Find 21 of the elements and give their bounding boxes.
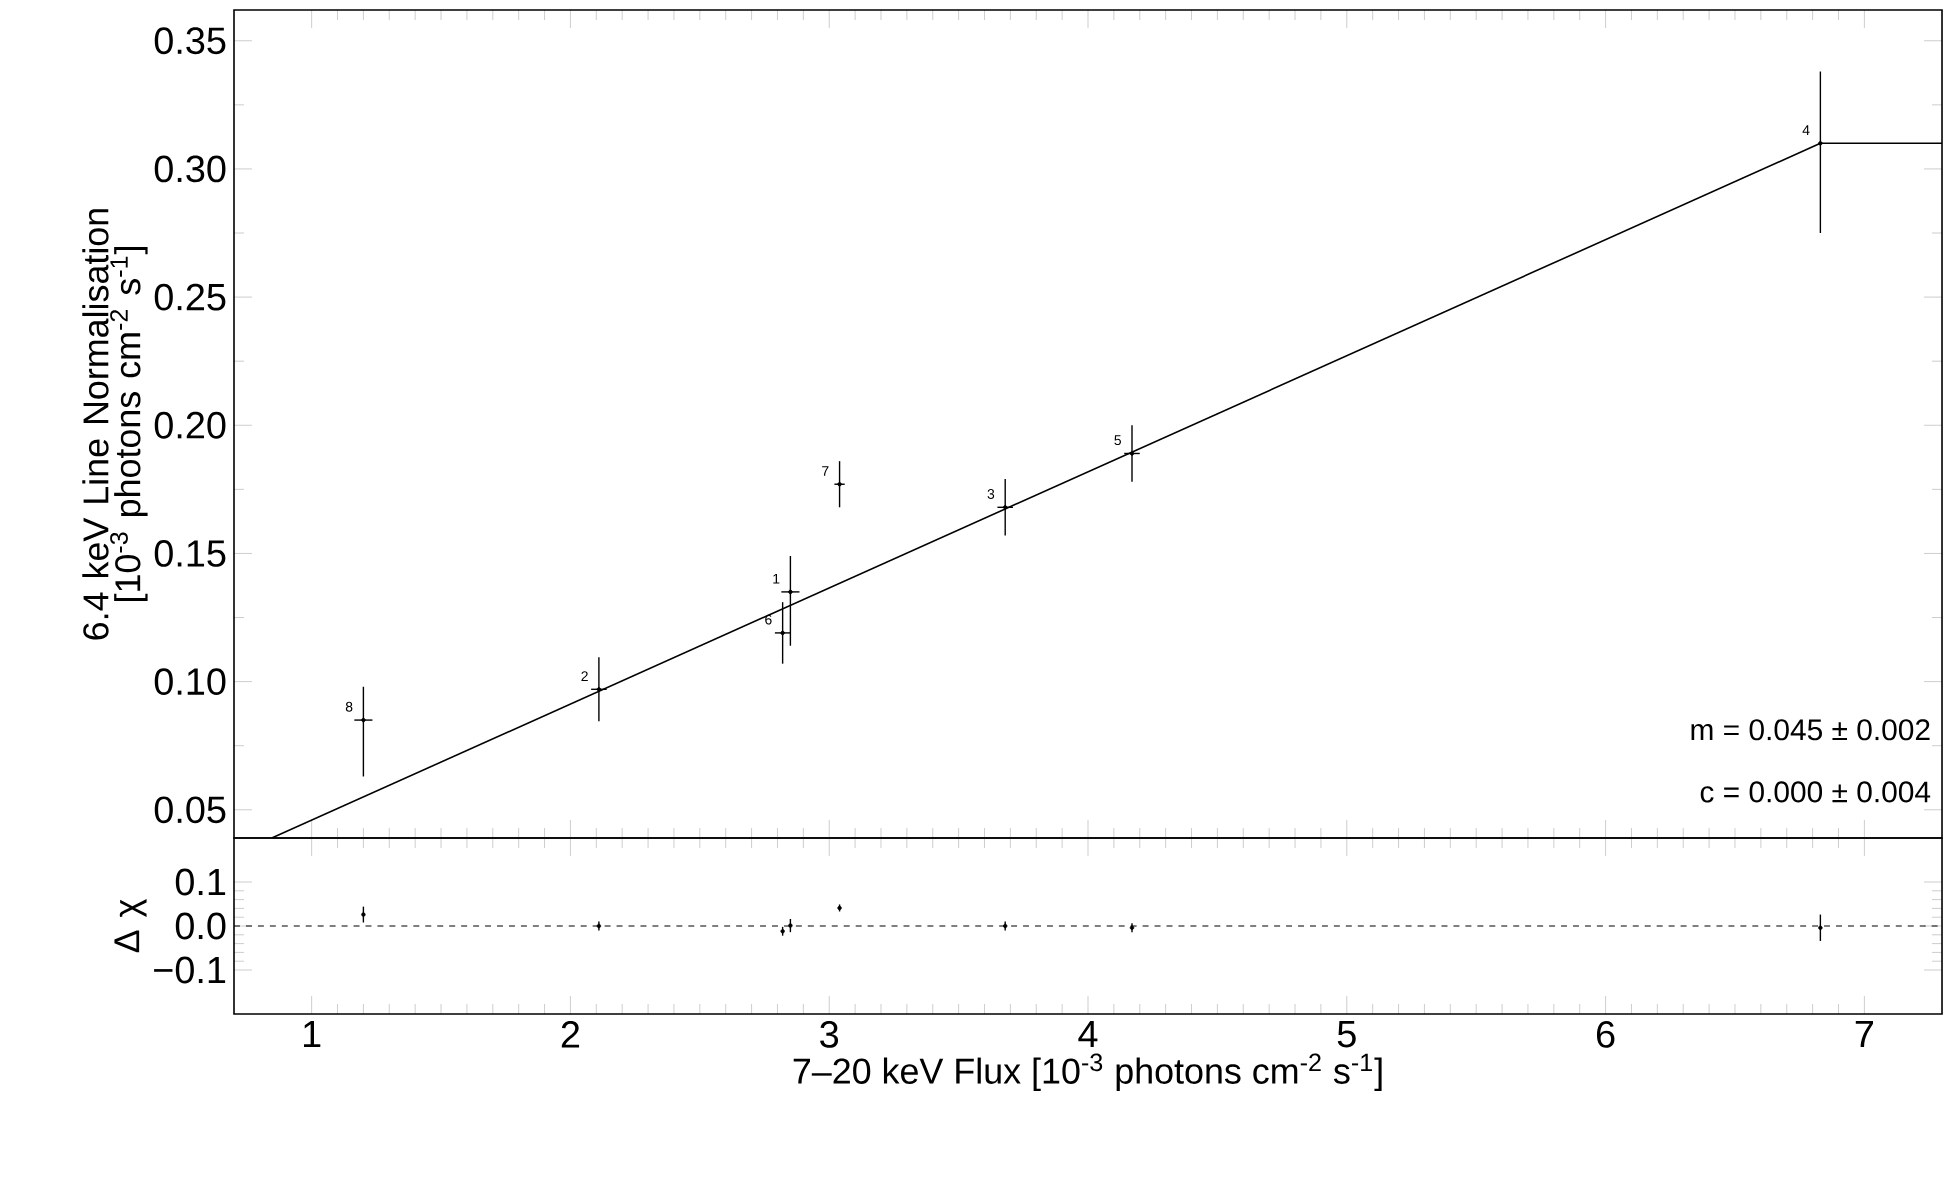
annotation: c = 0.000 ± 0.004	[1700, 781, 1931, 803]
y-tick-label: 0.10	[154, 668, 226, 696]
y-tick-label: −0.1	[154, 956, 226, 984]
x-tick-label: 6	[1596, 1021, 1615, 1048]
x-tick-label: 4	[1078, 1021, 1098, 1048]
y-tick-label: 0.30	[154, 155, 226, 183]
x-tick-label: 1	[303, 1021, 321, 1048]
y-tick-label: 0.35	[154, 27, 226, 55]
y-tick-label: 0.0	[175, 912, 226, 940]
y-tick-label: 0.25	[154, 283, 226, 311]
y-tick-label: 0.1	[175, 868, 226, 896]
x-tick-label: 5	[1337, 1021, 1356, 1048]
annotation: m = 0.045 ± 0.002	[1691, 719, 1930, 741]
x-tick-label: 2	[561, 1021, 580, 1048]
y-tick-label: 0.05	[154, 796, 226, 824]
y-tick-label: 0.15	[154, 540, 226, 567]
y-tick-label: 0.20	[154, 411, 226, 439]
x-tick-label: 3	[820, 1021, 839, 1048]
x-tick-label: 7	[1855, 1021, 1873, 1048]
y-axis-title: Δ χ	[114, 899, 147, 953]
x-axis-title: 7–20 keV Flux [10$^{-3}$ photons cm$^{-2}$ s$^{-1}$]	[793, 1053, 1382, 1091]
